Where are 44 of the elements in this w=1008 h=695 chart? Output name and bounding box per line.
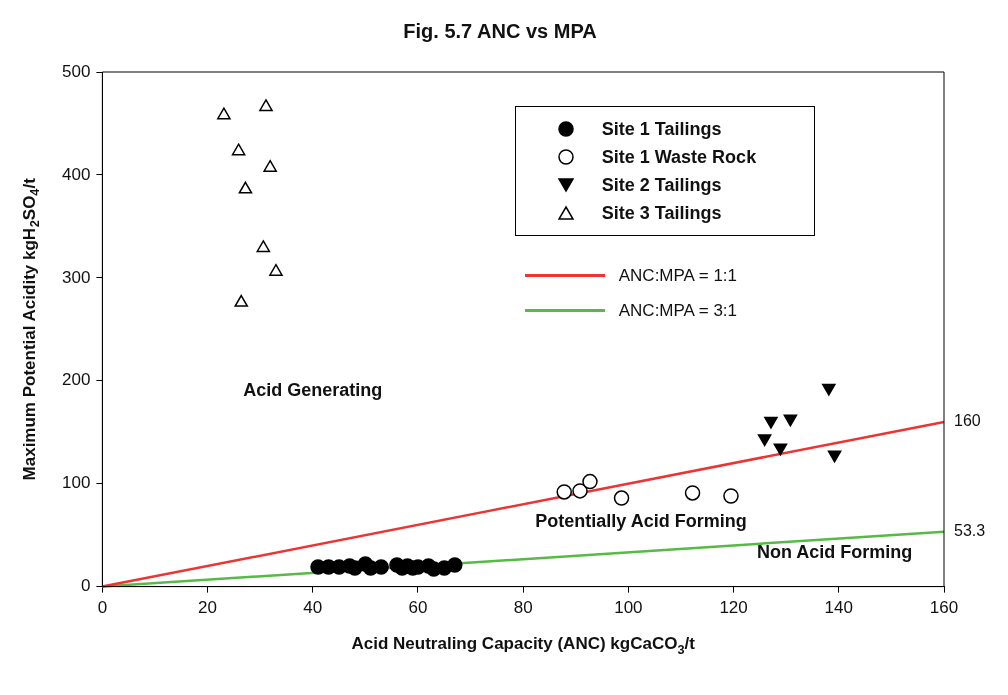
chart-title: Fig. 5.7 ANC vs MPA <box>403 19 597 42</box>
y-tick-label: 100 <box>61 473 91 493</box>
point <box>234 294 249 307</box>
point <box>373 559 389 575</box>
point <box>572 483 588 499</box>
annotation: Potentially Acid Forming <box>535 511 747 532</box>
point <box>217 107 231 120</box>
x-tick-label: 80 <box>513 598 533 618</box>
point <box>613 490 630 506</box>
legend-label: ANC:MPA = 1:1 <box>618 265 738 286</box>
y-tick-label: 400 <box>61 164 91 184</box>
y-tick-label: 300 <box>61 267 91 287</box>
legend-label: Site 3 Tailings <box>601 202 722 224</box>
annotation: Non Acid Forming <box>756 542 913 563</box>
point <box>556 484 572 500</box>
point <box>723 488 739 504</box>
x-tick-label: 0 <box>97 598 108 618</box>
y-axis-title: Maximum Potential Acidity kgH2SO4/t <box>19 177 43 481</box>
x-tick-label: 20 <box>198 598 218 618</box>
point <box>231 143 246 156</box>
point <box>269 263 283 276</box>
data-label: 160 <box>954 412 981 430</box>
x-tick-label: 120 <box>719 598 748 618</box>
x-tick-label: 100 <box>614 598 643 618</box>
legend-label: ANC:MPA = 3:1 <box>618 300 738 321</box>
legend-label: Site 1 Tailings <box>601 118 722 140</box>
point <box>684 485 701 501</box>
point <box>582 473 598 490</box>
y-tick-label: 500 <box>61 61 91 81</box>
legend-label: Site 2 Tailings <box>601 174 722 196</box>
point <box>259 99 273 112</box>
legend-label: Site 1 Waste Rock <box>601 146 757 168</box>
point <box>238 181 253 194</box>
point <box>263 159 277 172</box>
point <box>256 240 271 253</box>
y-tick-label: 200 <box>61 370 91 390</box>
data-label: 53.3 <box>954 522 986 540</box>
x-tick-label: 140 <box>824 598 853 618</box>
x-tick-label: 160 <box>929 598 959 618</box>
point <box>447 557 463 573</box>
x-tick-label: 60 <box>408 598 428 618</box>
annotation: Acid Generating <box>243 380 383 401</box>
y-tick-label: 0 <box>80 576 91 596</box>
x-tick-label: 40 <box>303 598 323 618</box>
